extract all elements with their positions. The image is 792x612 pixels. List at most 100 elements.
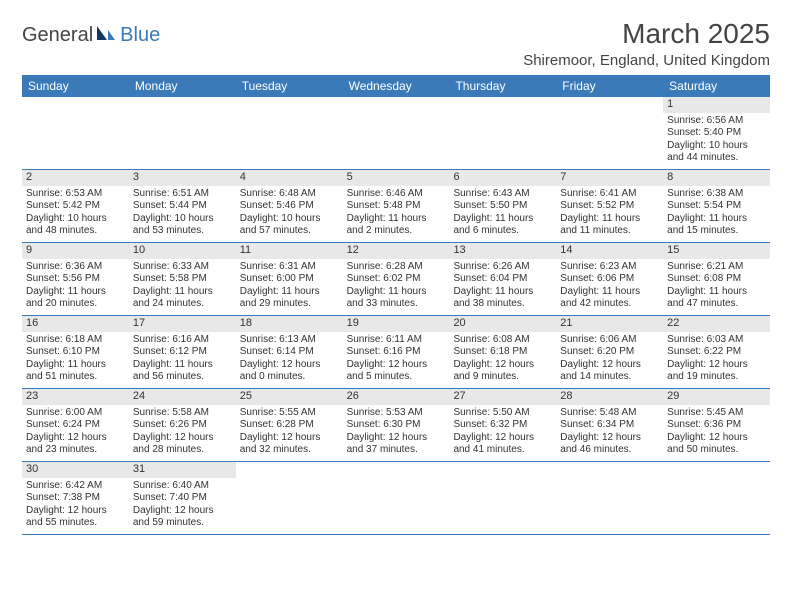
daylight-text: Daylight: 11 hours and 33 minutes.: [347, 286, 446, 311]
day-header: Sunday: [22, 75, 129, 97]
day-cell: 18Sunrise: 6:13 AMSunset: 6:14 PMDayligh…: [236, 316, 343, 388]
day-body: Sunrise: 6:41 AMSunset: 5:52 PMDaylight:…: [556, 186, 663, 241]
day-body: Sunrise: 6:00 AMSunset: 6:24 PMDaylight:…: [22, 405, 129, 460]
sunset-text: Sunset: 5:46 PM: [240, 200, 339, 213]
sunrise-text: Sunrise: 6:40 AM: [133, 480, 232, 493]
day-cell: [556, 462, 663, 534]
sunset-text: Sunset: 6:20 PM: [560, 346, 659, 359]
day-cell: 22Sunrise: 6:03 AMSunset: 6:22 PMDayligh…: [663, 316, 770, 388]
day-cell: 13Sunrise: 6:26 AMSunset: 6:04 PMDayligh…: [449, 243, 556, 315]
sunrise-text: Sunrise: 6:28 AM: [347, 261, 446, 274]
day-number: 4: [236, 170, 343, 186]
sunrise-text: Sunrise: 6:23 AM: [560, 261, 659, 274]
day-body: Sunrise: 6:40 AMSunset: 7:40 PMDaylight:…: [129, 478, 236, 533]
daylight-text: Daylight: 11 hours and 6 minutes.: [453, 213, 552, 238]
day-number: 2: [22, 170, 129, 186]
day-body: Sunrise: 6:26 AMSunset: 6:04 PMDaylight:…: [449, 259, 556, 314]
day-number: 18: [236, 316, 343, 332]
sunrise-text: Sunrise: 6:33 AM: [133, 261, 232, 274]
sunset-text: Sunset: 6:34 PM: [560, 419, 659, 432]
sunrise-text: Sunrise: 5:48 AM: [560, 407, 659, 420]
day-cell: 9Sunrise: 6:36 AMSunset: 5:56 PMDaylight…: [22, 243, 129, 315]
day-cell: 28Sunrise: 5:48 AMSunset: 6:34 PMDayligh…: [556, 389, 663, 461]
logo-text-general: General: [22, 24, 93, 47]
day-header: Monday: [129, 75, 236, 97]
sunset-text: Sunset: 6:06 PM: [560, 273, 659, 286]
day-cell: [556, 97, 663, 169]
day-cell: 7Sunrise: 6:41 AMSunset: 5:52 PMDaylight…: [556, 170, 663, 242]
day-cell: 21Sunrise: 6:06 AMSunset: 6:20 PMDayligh…: [556, 316, 663, 388]
daylight-text: Daylight: 12 hours and 46 minutes.: [560, 432, 659, 457]
day-cell: [343, 97, 450, 169]
day-cell: 19Sunrise: 6:11 AMSunset: 6:16 PMDayligh…: [343, 316, 450, 388]
day-body: Sunrise: 6:36 AMSunset: 5:56 PMDaylight:…: [22, 259, 129, 314]
day-cell: 6Sunrise: 6:43 AMSunset: 5:50 PMDaylight…: [449, 170, 556, 242]
daylight-text: Daylight: 10 hours and 48 minutes.: [26, 213, 125, 238]
sunrise-text: Sunrise: 5:55 AM: [240, 407, 339, 420]
day-header-row: SundayMondayTuesdayWednesdayThursdayFrid…: [22, 75, 770, 97]
day-number: 9: [22, 243, 129, 259]
day-cell: [663, 462, 770, 534]
day-body: Sunrise: 6:21 AMSunset: 6:08 PMDaylight:…: [663, 259, 770, 314]
location: Shiremoor, England, United Kingdom: [523, 52, 770, 69]
day-cell: 23Sunrise: 6:00 AMSunset: 6:24 PMDayligh…: [22, 389, 129, 461]
day-body: Sunrise: 6:16 AMSunset: 6:12 PMDaylight:…: [129, 332, 236, 387]
sunset-text: Sunset: 6:14 PM: [240, 346, 339, 359]
day-number: 30: [22, 462, 129, 478]
sunset-text: Sunset: 6:28 PM: [240, 419, 339, 432]
day-cell: 12Sunrise: 6:28 AMSunset: 6:02 PMDayligh…: [343, 243, 450, 315]
day-cell: [449, 462, 556, 534]
day-cell: [22, 97, 129, 169]
sunrise-text: Sunrise: 6:08 AM: [453, 334, 552, 347]
sunset-text: Sunset: 5:58 PM: [133, 273, 232, 286]
day-cell: [236, 462, 343, 534]
sunrise-text: Sunrise: 6:42 AM: [26, 480, 125, 493]
sunrise-text: Sunrise: 5:53 AM: [347, 407, 446, 420]
day-body: Sunrise: 6:08 AMSunset: 6:18 PMDaylight:…: [449, 332, 556, 387]
day-number: 26: [343, 389, 450, 405]
sunrise-text: Sunrise: 5:45 AM: [667, 407, 766, 420]
calendar: SundayMondayTuesdayWednesdayThursdayFrid…: [22, 75, 770, 535]
day-number: 22: [663, 316, 770, 332]
day-cell: 17Sunrise: 6:16 AMSunset: 6:12 PMDayligh…: [129, 316, 236, 388]
day-number: 10: [129, 243, 236, 259]
day-cell: 16Sunrise: 6:18 AMSunset: 6:10 PMDayligh…: [22, 316, 129, 388]
day-cell: 26Sunrise: 5:53 AMSunset: 6:30 PMDayligh…: [343, 389, 450, 461]
day-cell: 10Sunrise: 6:33 AMSunset: 5:58 PMDayligh…: [129, 243, 236, 315]
sail-icon: [95, 24, 117, 47]
day-number: 5: [343, 170, 450, 186]
day-number: 29: [663, 389, 770, 405]
day-header: Friday: [556, 75, 663, 97]
day-number: 1: [663, 97, 770, 113]
sunrise-text: Sunrise: 6:16 AM: [133, 334, 232, 347]
day-body: Sunrise: 6:13 AMSunset: 6:14 PMDaylight:…: [236, 332, 343, 387]
daylight-text: Daylight: 12 hours and 5 minutes.: [347, 359, 446, 384]
day-cell: 25Sunrise: 5:55 AMSunset: 6:28 PMDayligh…: [236, 389, 343, 461]
sunset-text: Sunset: 5:44 PM: [133, 200, 232, 213]
day-number: 23: [22, 389, 129, 405]
sunset-text: Sunset: 6:08 PM: [667, 273, 766, 286]
sunrise-text: Sunrise: 6:31 AM: [240, 261, 339, 274]
day-cell: 3Sunrise: 6:51 AMSunset: 5:44 PMDaylight…: [129, 170, 236, 242]
day-number: 11: [236, 243, 343, 259]
sunrise-text: Sunrise: 6:38 AM: [667, 188, 766, 201]
sunset-text: Sunset: 6:32 PM: [453, 419, 552, 432]
month-title: March 2025: [523, 18, 770, 50]
daylight-text: Daylight: 12 hours and 50 minutes.: [667, 432, 766, 457]
day-header: Tuesday: [236, 75, 343, 97]
day-body: Sunrise: 5:50 AMSunset: 6:32 PMDaylight:…: [449, 405, 556, 460]
daylight-text: Daylight: 11 hours and 38 minutes.: [453, 286, 552, 311]
sunset-text: Sunset: 6:02 PM: [347, 273, 446, 286]
day-cell: 4Sunrise: 6:48 AMSunset: 5:46 PMDaylight…: [236, 170, 343, 242]
daylight-text: Daylight: 12 hours and 41 minutes.: [453, 432, 552, 457]
sunset-text: Sunset: 6:26 PM: [133, 419, 232, 432]
sunrise-text: Sunrise: 6:51 AM: [133, 188, 232, 201]
day-body: Sunrise: 6:51 AMSunset: 5:44 PMDaylight:…: [129, 186, 236, 241]
week-row: 9Sunrise: 6:36 AMSunset: 5:56 PMDaylight…: [22, 243, 770, 316]
day-body: Sunrise: 6:33 AMSunset: 5:58 PMDaylight:…: [129, 259, 236, 314]
day-header: Thursday: [449, 75, 556, 97]
sunset-text: Sunset: 6:18 PM: [453, 346, 552, 359]
sunrise-text: Sunrise: 6:53 AM: [26, 188, 125, 201]
day-cell: 11Sunrise: 6:31 AMSunset: 6:00 PMDayligh…: [236, 243, 343, 315]
day-cell: 27Sunrise: 5:50 AMSunset: 6:32 PMDayligh…: [449, 389, 556, 461]
